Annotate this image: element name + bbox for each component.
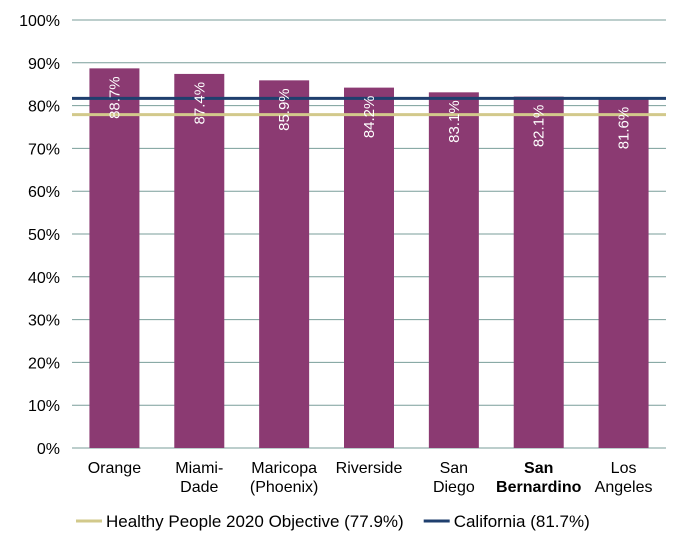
x-tick-label: Maricopa <box>251 460 317 477</box>
y-tick-label: 0% <box>37 441 60 458</box>
x-tick-label: Riverside <box>336 460 403 477</box>
bar <box>598 98 649 448</box>
legend-label: Healthy People 2020 Objective (77.9%) <box>106 512 404 531</box>
y-tick-label: 70% <box>28 141 60 158</box>
bar <box>259 80 310 449</box>
y-tick-label: 80% <box>28 99 60 116</box>
data-label: 88.7% <box>106 76 123 119</box>
y-tick-label: 20% <box>28 355 60 372</box>
x-axis: Orange Miami- Dade Maricopa (Phoenix) Riversi… <box>88 460 653 496</box>
x-tick-label: Dade <box>180 479 218 496</box>
data-label: 81.6% <box>616 107 633 150</box>
y-tick-label: 60% <box>28 184 60 201</box>
bars <box>89 68 649 449</box>
data-label: 87.4% <box>191 82 208 125</box>
x-tick-label: Orange <box>88 460 141 477</box>
y-tick-label: 40% <box>28 270 60 287</box>
x-tick-label: (Phoenix) <box>250 479 318 496</box>
x-tick-label: Diego <box>433 479 475 496</box>
y-tick-label: 50% <box>28 227 60 244</box>
data-label: 83.1% <box>446 100 463 143</box>
x-tick-label: San <box>440 460 468 477</box>
x-tick-label: Bernardino <box>496 479 582 496</box>
legend: Healthy People 2020 Objective (77.9%) Cal… <box>76 512 590 531</box>
x-tick-label: Miami- <box>175 460 223 477</box>
x-tick-label: Angeles <box>595 479 653 496</box>
bar <box>513 96 564 448</box>
y-tick-label: 100% <box>19 13 60 30</box>
data-label: 82.1% <box>531 105 548 148</box>
data-label: 85.9% <box>276 88 293 131</box>
reference-lines <box>72 96 666 117</box>
y-tick-label: 30% <box>28 313 60 330</box>
y-tick-label: 90% <box>28 56 60 73</box>
data-label: 84.2% <box>361 96 378 139</box>
y-tick-label: 10% <box>28 398 60 415</box>
bar <box>174 73 225 448</box>
legend-label: California (81.7%) <box>454 512 590 531</box>
y-axis: 0% 10% 20% 30% 40% 50% 60% 70% 80% 90% 100% <box>19 13 60 458</box>
bar <box>428 92 479 448</box>
x-tick-label: Los <box>611 460 637 477</box>
data-labels: 88.7% 87.4% 85.9% 84.2% 83.1% 82.1% 81.6% <box>106 76 632 149</box>
bar <box>89 68 140 448</box>
x-tick-label: San <box>524 460 553 477</box>
bar <box>344 87 394 449</box>
